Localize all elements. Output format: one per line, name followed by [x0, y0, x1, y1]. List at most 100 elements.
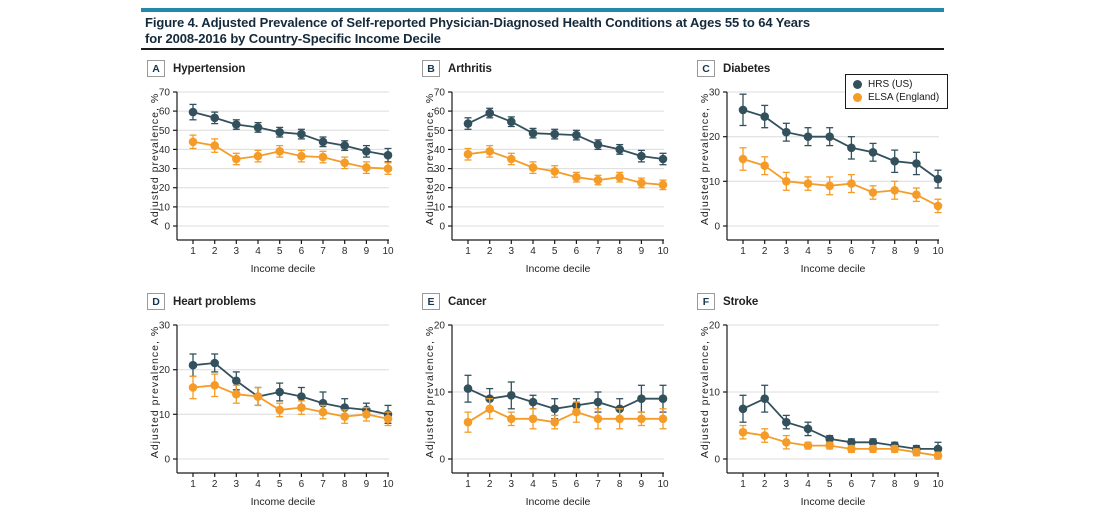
elsa-series-marker-icon — [853, 93, 862, 102]
panel-arthritis: 0 10 20 30 40 50 60 70 1 2 3 4 5 6 7 8 9 10 Income decile A… — [422, 60, 672, 282]
svg-text:Adjusted prevalence, %: Adjusted prevalence, % — [699, 326, 711, 458]
panel-title-hypertension: Hypertension — [173, 62, 246, 75]
svg-text:9: 9 — [914, 246, 920, 257]
svg-text:3: 3 — [509, 479, 515, 490]
panel-letter-b: B — [422, 60, 440, 77]
svg-text:10: 10 — [657, 246, 669, 257]
svg-text:10: 10 — [159, 410, 171, 421]
panel-header-cancer: E Cancer — [422, 293, 487, 310]
svg-text:7: 7 — [320, 479, 326, 490]
chart-cancer: 0 10 20 1 2 3 4 5 6 7 8 9 10 Income decile Adjusted pr… — [422, 293, 672, 513]
svg-text:20: 20 — [434, 183, 446, 194]
svg-text:Adjusted prevalence, %: Adjusted prevalence, % — [424, 326, 436, 458]
svg-text:6: 6 — [574, 479, 580, 490]
svg-text:8: 8 — [892, 246, 898, 257]
svg-text:50: 50 — [434, 126, 446, 137]
svg-text:3: 3 — [784, 246, 790, 257]
svg-text:6: 6 — [849, 479, 855, 490]
svg-text:60: 60 — [159, 107, 171, 118]
svg-text:8: 8 — [342, 479, 348, 490]
panel-letter-f: F — [697, 293, 715, 310]
legend-label-hrs: HRS (US) — [868, 79, 913, 90]
svg-text:1: 1 — [190, 479, 196, 490]
svg-text:4: 4 — [255, 246, 261, 257]
svg-text:10: 10 — [657, 479, 669, 490]
svg-text:9: 9 — [364, 479, 370, 490]
svg-text:40: 40 — [159, 145, 171, 156]
legend-item-elsa: ELSA (England) — [853, 92, 939, 103]
svg-text:Income decile: Income decile — [251, 496, 316, 508]
svg-text:7: 7 — [320, 246, 326, 257]
chart-arthritis: 0 10 20 30 40 50 60 70 1 2 3 4 5 6 7 8 9 10 Income decile A… — [422, 60, 672, 280]
svg-text:6: 6 — [299, 479, 305, 490]
svg-text:7: 7 — [870, 479, 876, 490]
svg-text:20: 20 — [434, 321, 446, 332]
legend-box: HRS (US) ELSA (England) — [845, 74, 949, 109]
svg-text:10: 10 — [434, 388, 446, 399]
svg-text:0: 0 — [439, 455, 445, 466]
svg-text:20: 20 — [159, 365, 171, 376]
svg-text:10: 10 — [159, 202, 171, 213]
svg-text:Income decile: Income decile — [526, 496, 591, 508]
svg-text:Income decile: Income decile — [251, 263, 316, 275]
svg-text:6: 6 — [849, 246, 855, 257]
panel-letter-a: A — [147, 60, 165, 77]
svg-text:20: 20 — [709, 132, 721, 143]
svg-text:10: 10 — [932, 246, 944, 257]
chart-hypertension: 0 10 20 30 40 50 60 70 1 2 3 4 5 6 7 8 9 10 Income decile A… — [147, 60, 397, 280]
svg-text:20: 20 — [159, 183, 171, 194]
svg-text:0: 0 — [439, 222, 445, 233]
svg-text:60: 60 — [434, 107, 446, 118]
svg-text:1: 1 — [740, 479, 746, 490]
svg-text:50: 50 — [159, 126, 171, 137]
panel-stroke: 0 10 20 1 2 3 4 5 6 7 8 9 10 Income decile Adjusted pr… — [697, 293, 947, 515]
panel-header-diabetes: C Diabetes — [697, 60, 770, 77]
panel-header-heart-problems: D Heart problems — [147, 293, 256, 310]
svg-text:1: 1 — [740, 246, 746, 257]
svg-text:2: 2 — [212, 479, 218, 490]
svg-text:0: 0 — [714, 222, 720, 233]
svg-text:0: 0 — [164, 222, 170, 233]
svg-text:7: 7 — [595, 246, 601, 257]
svg-text:2: 2 — [762, 246, 768, 257]
svg-text:1: 1 — [465, 479, 471, 490]
svg-text:20: 20 — [709, 321, 721, 332]
title-divider — [141, 48, 944, 50]
svg-text:Adjusted prevalence, %: Adjusted prevalence, % — [149, 93, 161, 225]
svg-text:30: 30 — [434, 164, 446, 175]
svg-text:6: 6 — [299, 246, 305, 257]
panel-title-stroke: Stroke — [723, 295, 759, 308]
svg-text:10: 10 — [382, 479, 394, 490]
svg-text:9: 9 — [364, 246, 370, 257]
svg-text:8: 8 — [617, 479, 623, 490]
panel-letter-e: E — [422, 293, 440, 310]
svg-text:Income decile: Income decile — [801, 496, 866, 508]
panel-header-arthritis: B Arthritis — [422, 60, 492, 77]
chart-diabetes: 0 10 20 30 1 2 3 4 5 6 7 8 9 10 Income decile Adjusted … — [697, 60, 947, 280]
svg-text:8: 8 — [892, 479, 898, 490]
svg-text:30: 30 — [709, 88, 721, 99]
svg-text:5: 5 — [827, 479, 833, 490]
panel-hypertension: 0 10 20 30 40 50 60 70 1 2 3 4 5 6 7 8 9 10 Income decile A… — [147, 60, 397, 282]
svg-text:Adjusted prevalence, %: Adjusted prevalence, % — [424, 93, 436, 225]
panel-title-heart-problems: Heart problems — [173, 295, 256, 308]
svg-text:3: 3 — [784, 479, 790, 490]
figure-title-line2: for 2008-2016 by Country-Specific Income… — [145, 31, 441, 46]
svg-text:2: 2 — [487, 246, 493, 257]
figure-title: Figure 4. Adjusted Prevalence of Self-re… — [145, 15, 945, 47]
svg-text:7: 7 — [595, 479, 601, 490]
svg-text:10: 10 — [434, 202, 446, 213]
svg-text:10: 10 — [709, 388, 721, 399]
svg-text:0: 0 — [164, 455, 170, 466]
panel-heart-problems: 0 10 20 30 1 2 3 4 5 6 7 8 9 10 Income decile Adjusted … — [147, 293, 397, 515]
panel-diabetes: 0 10 20 30 1 2 3 4 5 6 7 8 9 10 Income decile Adjusted … — [697, 60, 949, 282]
svg-text:0: 0 — [714, 455, 720, 466]
svg-text:40: 40 — [434, 145, 446, 156]
svg-text:5: 5 — [827, 246, 833, 257]
svg-text:Adjusted prevalence, %: Adjusted prevalence, % — [699, 93, 711, 225]
svg-text:7: 7 — [870, 246, 876, 257]
panel-header-hypertension: A Hypertension — [147, 60, 245, 77]
svg-text:9: 9 — [914, 479, 920, 490]
svg-text:3: 3 — [234, 246, 240, 257]
svg-text:9: 9 — [639, 479, 645, 490]
